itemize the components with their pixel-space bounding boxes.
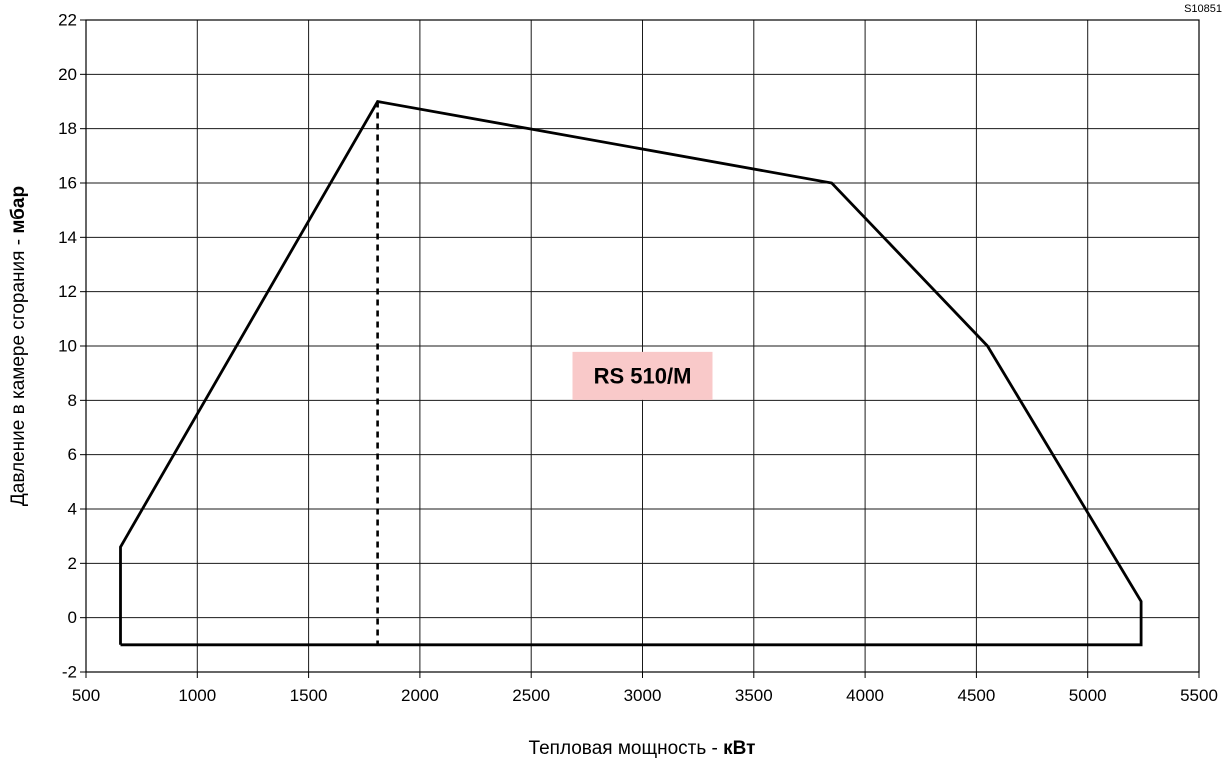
x-axis-title-text: Тепловая мощность - — [529, 738, 724, 759]
y-axis-title: Давление в камере сгорания - мбар — [8, 186, 29, 506]
x-tick-label: 1000 — [178, 686, 216, 705]
y-tick-label: 16 — [58, 174, 77, 193]
x-tick-labels: 500 1000 1500 2000 2500 3000 3500 4000 4500 5000 5… — [72, 686, 1218, 705]
series-group — [119, 99, 1143, 647]
x-tick-label: 5500 — [1180, 686, 1218, 705]
y-tick-label: 6 — [68, 445, 77, 464]
y-tick-label: 14 — [58, 228, 77, 247]
x-tick-label: 3500 — [735, 686, 773, 705]
x-axis-title: Тепловая мощность - кВт — [529, 738, 756, 759]
y-tick-label: 0 — [68, 608, 77, 627]
x-tick-label: 2500 — [512, 686, 550, 705]
x-tick-label: 4500 — [957, 686, 995, 705]
operating-range-outline — [119, 99, 1143, 647]
y-tick-label: 10 — [58, 337, 77, 356]
figure-reference: S10851 — [1184, 3, 1222, 15]
y-tick-label: 2 — [68, 554, 77, 573]
y-tick-label: 20 — [58, 65, 77, 84]
x-axis-unit: кВт — [723, 738, 755, 759]
y-tick-labels: -2 0 2 4 6 8 10 12 14 16 18 20 22 — [58, 11, 77, 682]
y-tick-label: -2 — [62, 663, 77, 682]
x-tick-label: 2000 — [401, 686, 439, 705]
x-tick-label: 5000 — [1069, 686, 1107, 705]
x-tick-label: 500 — [72, 686, 100, 705]
y-tick-label: 22 — [58, 11, 77, 30]
model-label: RS 510/M — [594, 363, 692, 388]
y-tick-label: 18 — [58, 119, 77, 138]
y-axis-title-text: Давление в камере сгорания - — [8, 234, 29, 506]
y-tick-label: 12 — [58, 282, 77, 301]
y-tick-label: 4 — [68, 500, 77, 519]
x-tick-label: 4000 — [846, 686, 884, 705]
x-tick-label: 3000 — [624, 686, 662, 705]
plot-frame — [85, 19, 1200, 673]
model-label-background — [572, 351, 713, 400]
y-tick-label: 8 — [68, 391, 77, 410]
y-axis-unit: мбар — [8, 186, 29, 234]
x-tick-label: 1500 — [290, 686, 328, 705]
